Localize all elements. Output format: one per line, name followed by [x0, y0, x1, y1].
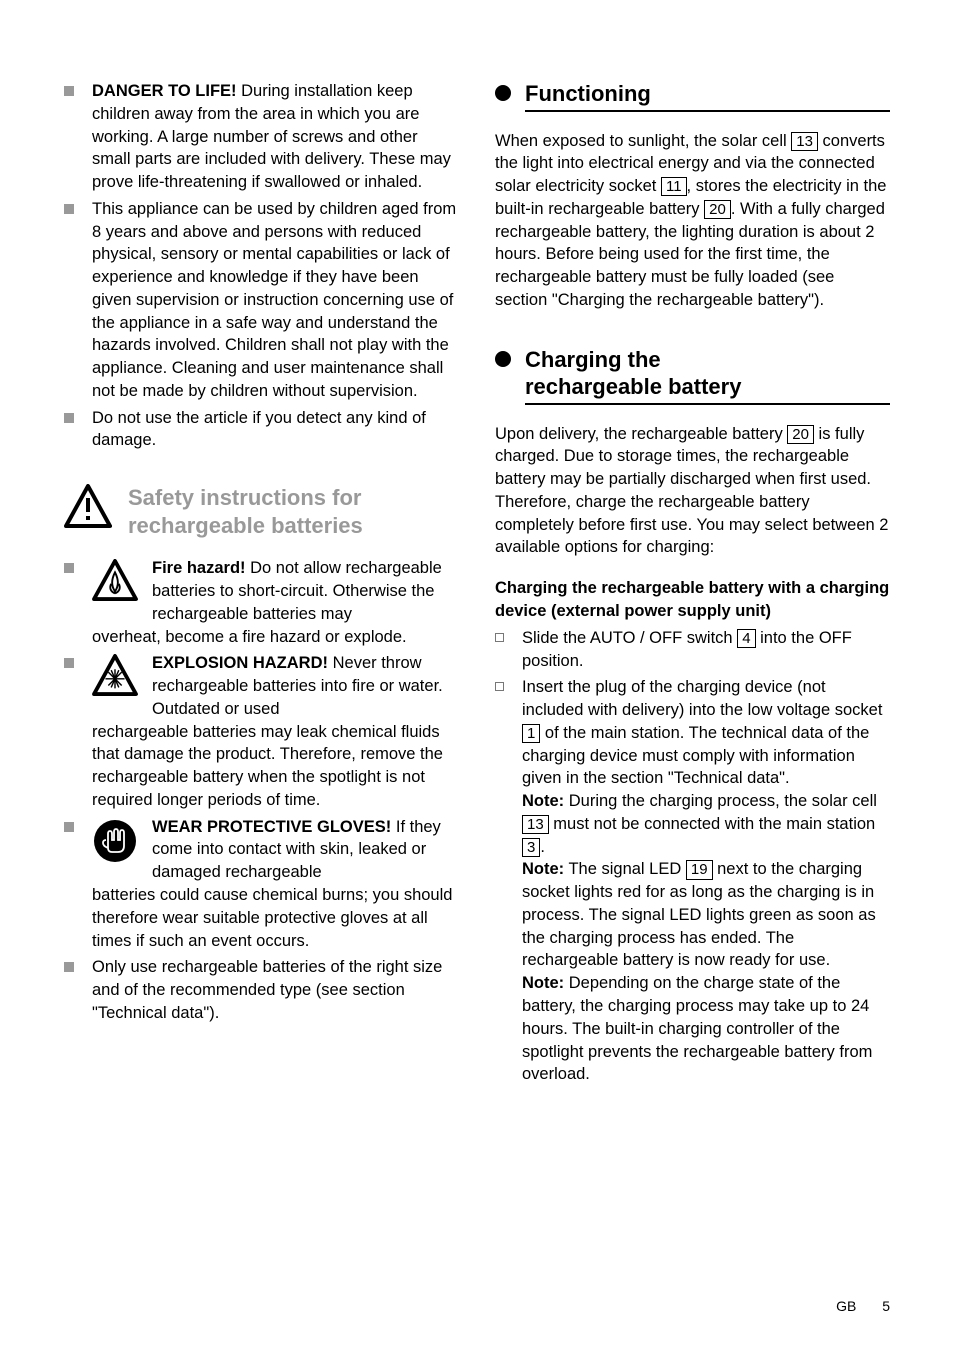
danger-bold: DANGER TO LIFE!	[92, 82, 237, 100]
charging-heading: Charging the rechargeable battery	[495, 346, 890, 405]
t: Insert the plug of the charging device (…	[522, 678, 882, 719]
footer-country: GB	[836, 1298, 856, 1314]
explosion-bold: EXPLOSION HAZARD!	[152, 654, 328, 672]
note-bold: Note:	[522, 974, 564, 992]
charging-para: Upon delivery, the rechargeable battery …	[495, 423, 890, 560]
bullet-fire: Fire hazard! Do not allow rechargeable b…	[64, 557, 459, 648]
ref-13: 13	[791, 132, 818, 151]
explosion-triangle-icon	[92, 654, 138, 696]
explosion-content: EXPLOSION HAZARD! Never throw rechargeab…	[92, 652, 459, 811]
square-bullet-icon	[64, 658, 74, 668]
charging-title-l1: Charging the	[525, 347, 661, 372]
t: is fully charged. Due to storage times, …	[495, 425, 888, 557]
safety-title-l2: rechargeable batteries	[128, 513, 363, 538]
note2: Note: The signal LED 19 next to the char…	[522, 858, 890, 972]
ref-4: 4	[737, 629, 755, 648]
fire-triangle-icon	[92, 559, 138, 601]
t: Depending on the charge state of the bat…	[522, 974, 872, 1083]
explosion-text2: rechargeable batteries may leak chemical…	[92, 721, 459, 812]
bullet-danger: DANGER TO LIFE! During installation keep…	[64, 80, 459, 194]
fire-bold: Fire hazard!	[152, 559, 246, 577]
step1-text: Slide the AUTO / OFF switch 4 into the O…	[522, 627, 890, 673]
ref-20: 20	[787, 425, 814, 444]
ext-subhead: Charging the rechargeable battery with a…	[495, 577, 890, 623]
note-bold: Note:	[522, 792, 564, 810]
bullet-gloves: WEAR PROTECTIVE GLOVES! If they come int…	[64, 816, 459, 953]
bullet-damage: Do not use the article if you detect any…	[64, 407, 459, 453]
fire-text2: overheat, become a fire hazard or explod…	[92, 626, 459, 649]
bullet-children: This appliance can be used by children a…	[64, 198, 459, 403]
open-square-bullet-icon	[495, 633, 504, 642]
section-bullet-icon	[495, 85, 511, 101]
right-column: Functioning When exposed to sunlight, th…	[495, 80, 890, 1090]
safety-heading-row: Safety instructions for rechargeable bat…	[64, 484, 459, 539]
square-bullet-icon	[64, 563, 74, 573]
charging-title-l2: rechargeable battery	[525, 374, 741, 399]
t: During the charging process, the solar c…	[564, 792, 877, 810]
children-text: This appliance can be used by children a…	[92, 198, 459, 403]
functioning-para: When exposed to sunlight, the solar cell…	[495, 130, 890, 312]
page-body: DANGER TO LIFE! During installation keep…	[0, 0, 954, 1130]
gloves-content: WEAR PROTECTIVE GLOVES! If they come int…	[92, 816, 459, 953]
step2-text: Insert the plug of the charging device (…	[522, 676, 890, 1086]
note3: Note: Depending on the charge state of t…	[522, 972, 890, 1086]
ref-1: 1	[522, 724, 540, 743]
t: of the main station. The technical data …	[522, 724, 869, 788]
t: Upon delivery, the rechargeable battery	[495, 425, 787, 443]
gloves-bold: WEAR PROTECTIVE GLOVES!	[152, 818, 391, 836]
square-bullet-icon	[64, 204, 74, 214]
functioning-title: Functioning	[525, 80, 890, 112]
square-bullet-icon	[64, 413, 74, 423]
charging-title: Charging the rechargeable battery	[525, 346, 890, 405]
bullet-onlyuse: Only use rechargeable batteries of the r…	[64, 956, 459, 1024]
note-bold: Note:	[522, 860, 564, 878]
square-bullet-icon	[64, 822, 74, 832]
ref-19: 19	[686, 860, 713, 879]
gloves-text2: batteries could cause chemical burns; yo…	[92, 884, 459, 952]
footer-page: 5	[882, 1298, 890, 1314]
ref-13: 13	[522, 815, 549, 834]
section-bullet-icon	[495, 351, 511, 367]
warning-triangle-icon	[64, 484, 112, 528]
bullet-text: DANGER TO LIFE! During installation keep…	[92, 80, 459, 194]
t: When exposed to sunlight, the solar cell	[495, 132, 791, 150]
t: must not be connected with the main stat…	[549, 815, 876, 833]
square-bullet-icon	[64, 86, 74, 96]
page-footer: GB 5	[836, 1298, 890, 1314]
functioning-heading: Functioning	[495, 80, 890, 112]
square-bullet-icon	[64, 962, 74, 972]
explosion-text-block: EXPLOSION HAZARD! Never throw rechargeab…	[152, 652, 459, 720]
ref-11: 11	[661, 177, 687, 196]
left-column: DANGER TO LIFE! During installation keep…	[64, 80, 459, 1090]
open-square-bullet-icon	[495, 682, 504, 691]
gloves-text-block: WEAR PROTECTIVE GLOVES! If they come int…	[152, 816, 459, 884]
fire-content: Fire hazard! Do not allow rechargeable b…	[92, 557, 459, 648]
onlyuse-text: Only use rechargeable batteries of the r…	[92, 956, 459, 1024]
safety-title-l1: Safety instructions for	[128, 485, 361, 510]
safety-title: Safety instructions for rechargeable bat…	[128, 484, 459, 539]
ref-3: 3	[522, 838, 540, 857]
step-1: Slide the AUTO / OFF switch 4 into the O…	[495, 627, 890, 673]
step-2: Insert the plug of the charging device (…	[495, 676, 890, 1086]
bullet-explosion: EXPLOSION HAZARD! Never throw rechargeab…	[64, 652, 459, 811]
fire-text-block: Fire hazard! Do not allow rechargeable b…	[152, 557, 459, 625]
note1: Note: During the charging process, the s…	[522, 790, 890, 858]
gloves-circle-icon	[92, 818, 138, 864]
ref-20: 20	[704, 200, 731, 219]
damage-text: Do not use the article if you detect any…	[92, 407, 459, 453]
t: The signal LED	[564, 860, 686, 878]
t: Slide the AUTO / OFF switch	[522, 629, 737, 647]
